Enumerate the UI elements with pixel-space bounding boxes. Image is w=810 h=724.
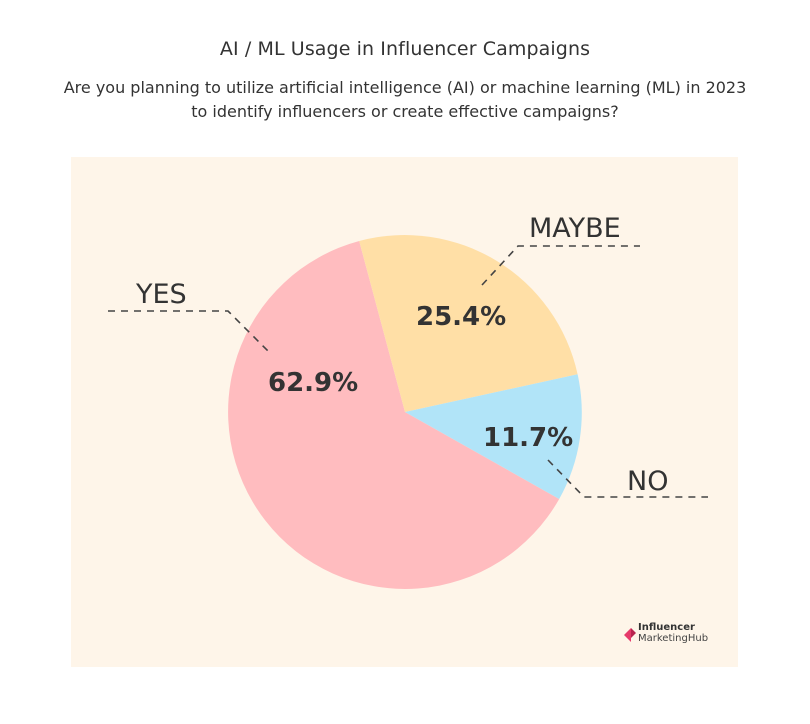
value-no: 11.7% bbox=[483, 423, 573, 453]
value-yes: 62.9% bbox=[268, 368, 358, 398]
slice-maybe bbox=[359, 235, 578, 412]
label-yes: YES bbox=[135, 279, 187, 310]
value-maybe: 25.4% bbox=[416, 302, 506, 332]
chart-title: AI / ML Usage in Influencer Campaigns bbox=[219, 38, 591, 60]
slice-no bbox=[405, 374, 582, 499]
logo-mark-icon bbox=[624, 628, 636, 642]
logo-text-influencer: Influencer bbox=[638, 622, 695, 633]
label-no: NO bbox=[627, 466, 668, 497]
brand-logo: Influencer MarketingHub bbox=[622, 622, 732, 648]
chart-subtitle: Are you planning to utilize artificial i… bbox=[63, 78, 747, 121]
slice-yes bbox=[228, 241, 560, 589]
label-maybe: MAYBE bbox=[529, 213, 621, 244]
leader-maybe bbox=[481, 245, 640, 286]
leader-no bbox=[547, 459, 708, 498]
logo-text-marketinghub: MarketingHub bbox=[638, 633, 709, 644]
leader-yes bbox=[108, 310, 269, 352]
